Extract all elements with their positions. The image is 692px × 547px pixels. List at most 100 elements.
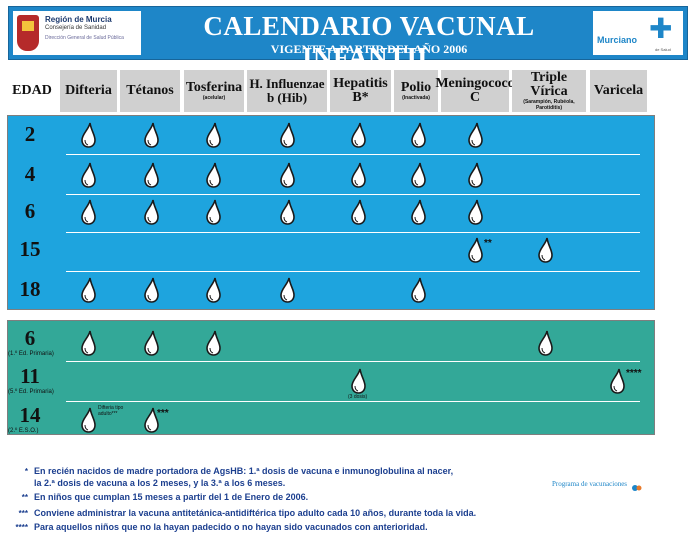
cross-icon: ✚ [649,13,673,44]
drop-icon [144,122,159,148]
age-label: 18 [19,277,41,301]
column-header-label: Tosferina [185,80,243,95]
drop-icon [468,199,483,225]
drop-icon [411,162,426,188]
logo-line2: Consejería de Sanidad [45,25,107,31]
age-label: 15 [19,237,41,261]
footnote-text: En recién nacidos de madre portadora de … [34,466,454,476]
age-sublabel: (5.º Ed. Primaria) [8,389,54,395]
footnote-text: Conviene administrar la vacuna antitetán… [34,508,477,518]
drop-icon [206,330,221,356]
row-divider [66,361,640,362]
footnote-line: *** Conviene administrar la vacuna antite… [6,508,476,518]
row-divider [66,271,640,272]
column-header-label: EDAD [12,83,52,98]
drop-icon [351,199,366,225]
header-banner: Región de Murcia Consejería de Sanidad D… [8,6,688,72]
drop-icon [144,330,159,356]
column-header: Polio (Inactivada) [394,70,438,112]
meningococo-note-mark: ** [484,238,492,249]
row-divider [66,154,640,155]
drop-icon [206,277,221,303]
column-header: Tosferina (acelular) [184,70,244,112]
drop-icon [280,199,295,225]
drop-icon [144,277,159,303]
column-header: Meningococo C [435,70,515,112]
drop-icon [81,407,96,433]
hepatitis-3-dosis-note: (3 dosis) [348,394,368,400]
servicio-murciano-salud-logo: ✚ Murciano de Salud [593,11,683,55]
column-header-label: Difteria [65,83,112,98]
age-sublabel: (1.º Ed. Primaria) [8,351,54,357]
region-murcia-logo: Región de Murcia Consejería de Sanidad D… [13,11,141,55]
footnote-line: ** En niños que cumplan 15 meses a partir… [6,492,308,502]
drop-icon [411,277,426,303]
drop-icon [81,277,96,303]
drop-icon [610,368,625,394]
drop-icon [206,122,221,148]
drop-icon [538,237,553,263]
footnote-line: **** Para aquellos niños que no la hayan … [6,522,428,532]
drop-icon [144,162,159,188]
footnote-text: la 2.ª dosis de vacuna a los 2 meses, y … [34,478,286,488]
column-header-label: Polio [400,80,432,95]
column-header-label: Varicela [593,83,644,98]
column-header-label: Triple Vírica [530,70,568,99]
column-header: Hepatitis B* [330,70,391,112]
drop-icon [468,122,483,148]
page-title: CALENDARIO VACUNAL INFANTIL [203,11,535,72]
footnote-text: Para aquellos niños que no la hayan pade… [34,522,428,532]
school-schedule-block [7,320,655,435]
row-divider [66,232,640,233]
drop-icon [411,122,426,148]
drop-icon [351,368,366,394]
footnote-mark: * [24,467,28,476]
footnote-mark: *** [18,509,28,518]
drop-icon [411,199,426,225]
footnote-line: la 2.ª dosis de vacuna a los 2 meses, y … [6,478,285,488]
column-header: Tétanos [120,70,180,112]
drop-icon [468,162,483,188]
tetanos-note-mark: *** [157,408,169,419]
column-header-label: Meningococo C [435,76,515,105]
logo-line1: Región de Murcia [45,15,112,24]
column-header: EDAD [7,70,57,112]
drop-icon [280,277,295,303]
shield-icon [17,15,39,51]
drop-icon [280,122,295,148]
drop-icon [81,199,96,225]
drop-icon [81,162,96,188]
drop-icon [206,199,221,225]
logo-line3: Dirección General de Salud Pública [45,35,124,41]
varicela-note-mark: **** [626,368,642,379]
column-header: Triple Vírica (Sarampión, Rubéola, Paroti… [512,70,586,112]
program-label: Programa de vacunaciones [552,480,628,488]
drop-icon [81,122,96,148]
column-header: Varicela [590,70,647,112]
footnote-mark: ** [21,493,28,502]
column-header-label: Hepatitis B* [333,76,388,105]
age-label: 4 [24,162,36,186]
age-label: 14 [19,403,41,427]
column-header-sub: (Sarampión, Rubéola, Parotiditis) [523,99,575,111]
age-label: 11 [20,364,40,388]
footnote-line: * En recién nacidos de madre portadora de… [6,466,453,476]
age-sublabel: (2.º E.S.O.) [8,428,39,434]
footnote-text: En niños que cumplan 15 meses a partir d… [34,492,309,502]
logo-right-sub: de Salud [655,47,671,52]
column-header-label: Tétanos [126,83,174,98]
column-header-label: H. Influenzae b (Hib) [249,76,325,105]
drop-icon [206,162,221,188]
infant-schedule-block [7,115,655,310]
column-header-sub: (acelular) [202,95,226,101]
drop-icon [81,330,96,356]
drop-icon [468,237,483,263]
difteria-tipo-adulto-note: Difteria tipo adulto*** [98,405,124,417]
column-header: H. Influenzae b (Hib) [247,70,327,112]
program-logo-icon [632,485,642,491]
age-label: 2 [24,122,36,146]
logo-right-name: Murciano [597,35,638,45]
page-subtitle: VIGENTE A PARTIR DEL AÑO 2006 [270,42,468,56]
column-header: Difteria [60,70,117,112]
drop-icon [351,122,366,148]
